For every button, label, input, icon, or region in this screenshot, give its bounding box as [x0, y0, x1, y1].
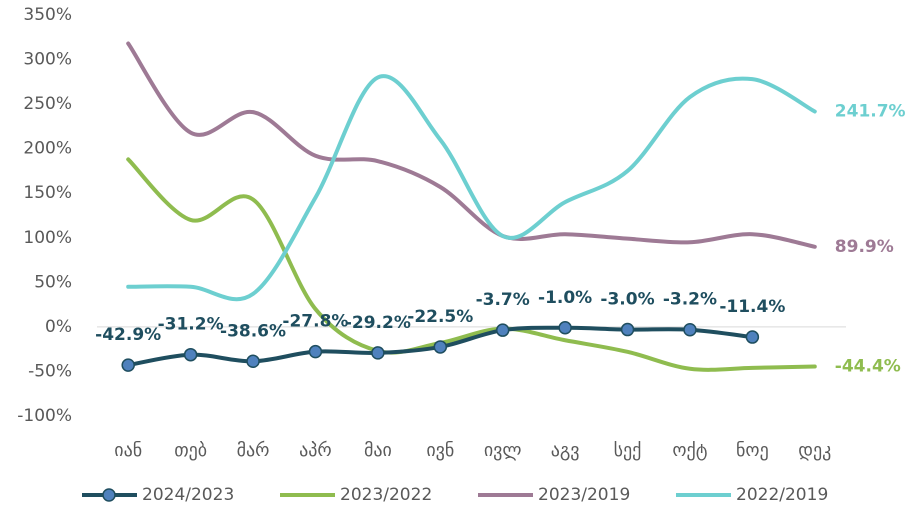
- y-tick-label: 200%: [23, 139, 72, 159]
- data-label: -42.9%: [95, 325, 161, 345]
- x-tick-label: დეკ: [798, 440, 831, 461]
- x-tick-label: იან: [114, 440, 142, 461]
- x-tick-label: მარ: [237, 440, 270, 461]
- x-tick-label: ივნ: [426, 440, 454, 461]
- y-tick-label: 100%: [23, 228, 72, 248]
- x-tick-label: ოქტ: [672, 440, 707, 461]
- y-tick-label: -100%: [17, 406, 72, 426]
- series-marker: [246, 354, 260, 369]
- data-label: -3.7%: [476, 290, 530, 310]
- series-marker: [183, 347, 198, 362]
- series-marker: [371, 346, 385, 360]
- data-label: 89.9%: [835, 237, 894, 257]
- x-tick-label: ივლ: [484, 440, 522, 461]
- legend-label: 2024/2023: [142, 485, 234, 505]
- series-line: [126, 74, 817, 302]
- data-label: -22.5%: [407, 307, 473, 327]
- data-label: -1.0%: [538, 288, 592, 308]
- y-tick-label: 50%: [34, 272, 72, 292]
- x-tick-label: სექ: [614, 440, 642, 461]
- series-marker: [308, 344, 323, 359]
- data-label: -31.2%: [158, 315, 224, 335]
- legend-marker: [102, 488, 116, 502]
- series-line: [126, 41, 817, 249]
- y-tick-label: 250%: [23, 94, 72, 114]
- series-marker: [683, 322, 697, 337]
- data-label: 241.7%: [835, 102, 906, 122]
- series-marker: [745, 330, 760, 344]
- x-tick-label: აპრ: [299, 440, 332, 461]
- data-label: -11.4%: [719, 297, 785, 317]
- series-marker: [433, 340, 448, 354]
- x-tick-label: თებ: [174, 440, 207, 461]
- data-label: -3.0%: [600, 290, 654, 310]
- series-marker: [495, 323, 510, 337]
- data-label: -29.2%: [345, 313, 411, 333]
- series-marker: [121, 358, 135, 372]
- y-tick-label: 0%: [45, 317, 72, 337]
- x-tick-label: მაი: [364, 440, 392, 461]
- y-tick-label: 300%: [23, 50, 72, 70]
- y-tick-label: 150%: [23, 183, 72, 203]
- legend-label: 2023/2019: [538, 485, 630, 505]
- y-tick-label: 350%: [23, 5, 72, 25]
- data-label: -44.4%: [835, 356, 901, 376]
- series-marker: [558, 321, 572, 335]
- x-tick-label: აგვ: [551, 440, 580, 461]
- y-tick-label: -50%: [28, 361, 72, 381]
- data-label: -38.6%: [220, 321, 286, 341]
- legend-label: 2022/2019: [736, 485, 828, 505]
- legend-label: 2023/2022: [340, 485, 432, 505]
- series-marker: [620, 322, 635, 337]
- data-label: -3.2%: [663, 290, 717, 310]
- x-tick-label: ნოე: [736, 440, 769, 461]
- data-label: -27.8%: [282, 312, 348, 332]
